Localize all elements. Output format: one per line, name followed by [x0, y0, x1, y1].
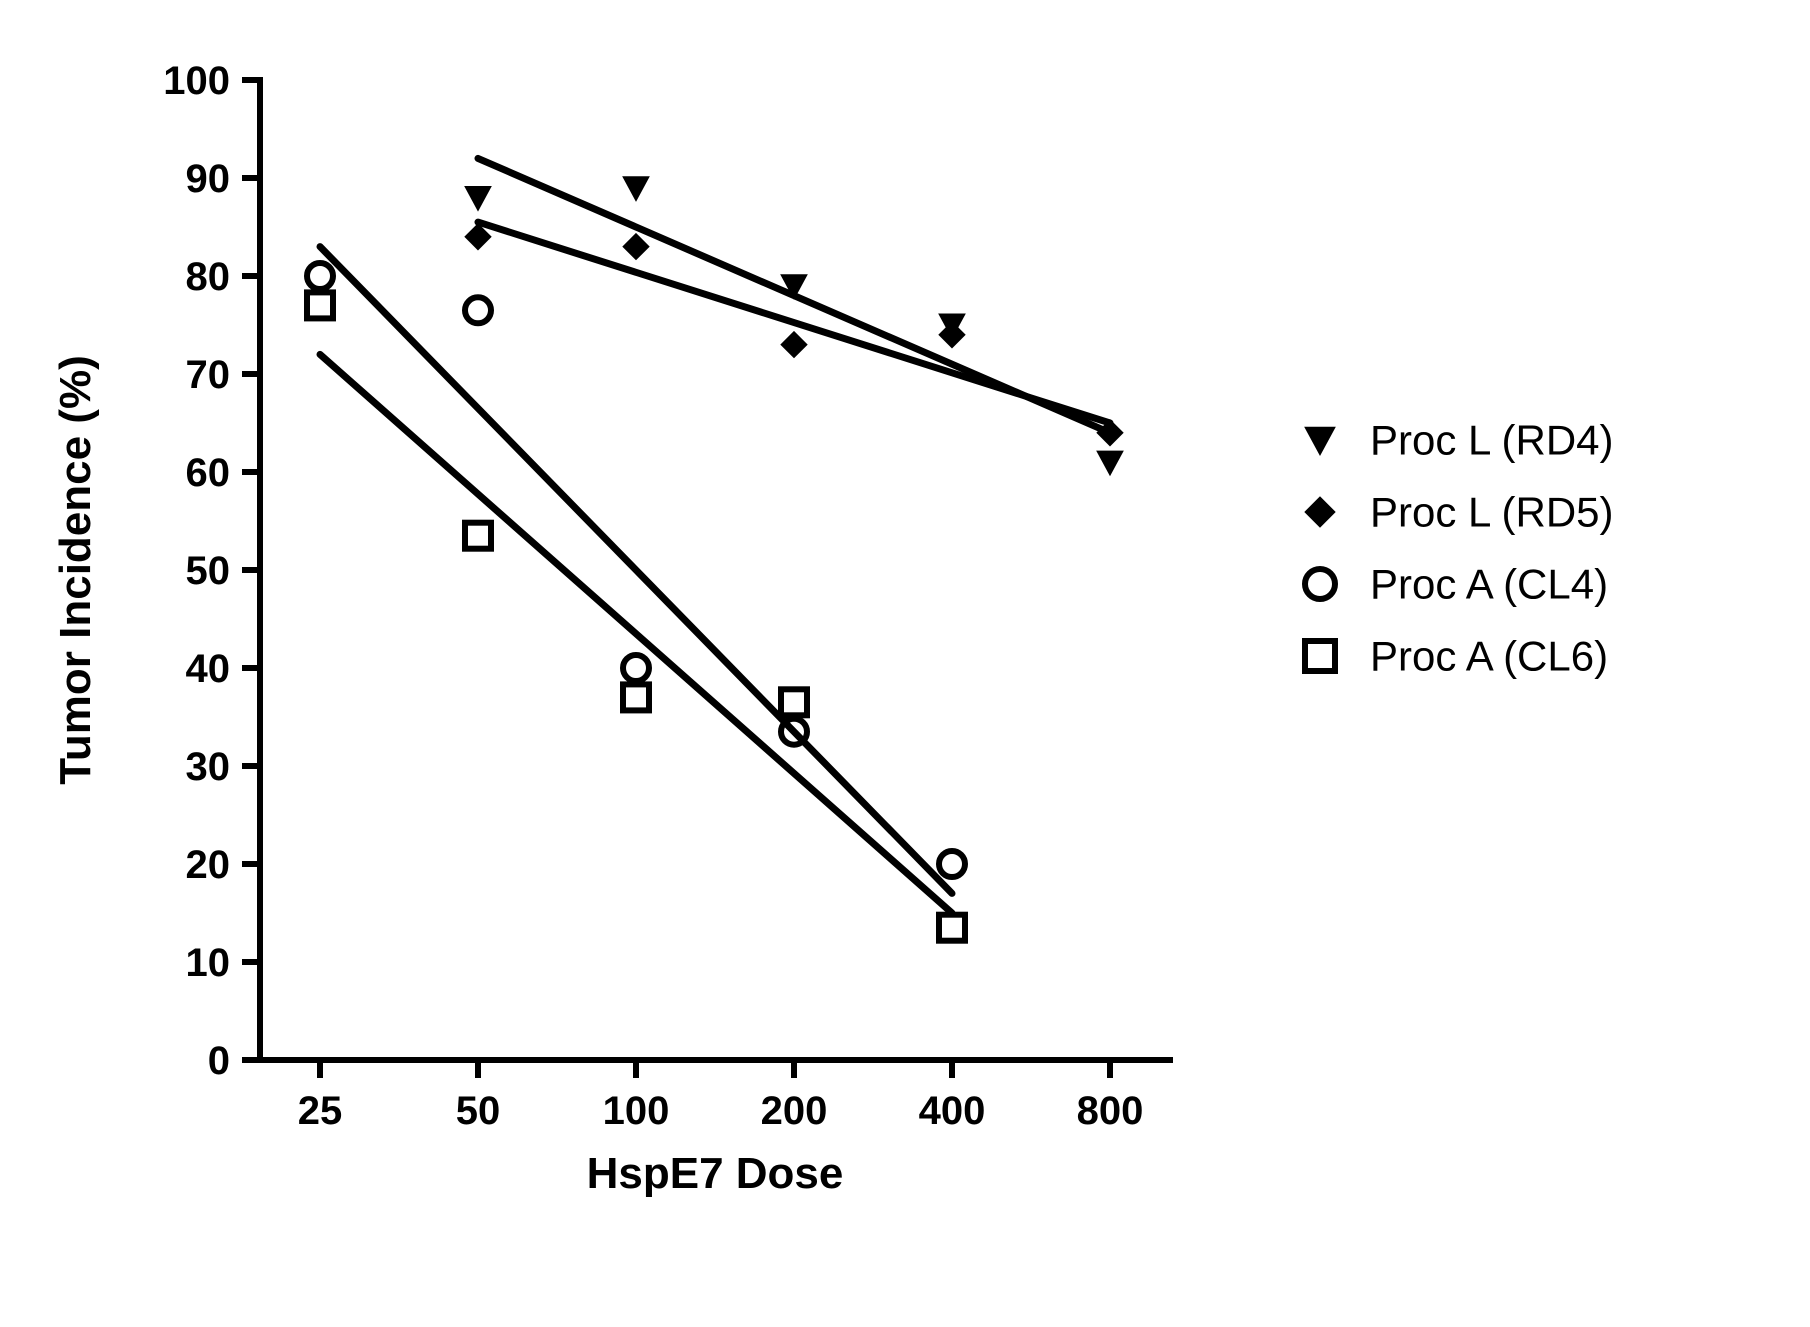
x-tick-label: 800 — [1077, 1089, 1144, 1133]
x-tick-label: 400 — [919, 1089, 986, 1133]
legend-label: Proc L (RD4) — [1370, 417, 1614, 464]
y-tick-label: 10 — [186, 941, 231, 985]
legend-label: Proc A (CL4) — [1370, 561, 1608, 608]
y-tick-label: 60 — [186, 451, 231, 495]
y-tick-label: 0 — [208, 1039, 230, 1083]
x-tick-label: 50 — [456, 1089, 501, 1133]
y-tick-label: 90 — [186, 157, 231, 201]
y-tick-label: 100 — [163, 59, 230, 103]
legend-label: Proc A (CL6) — [1370, 633, 1608, 680]
y-tick-label: 50 — [186, 549, 231, 593]
y-tick-label: 20 — [186, 843, 231, 887]
legend-label: Proc L (RD5) — [1370, 489, 1614, 536]
y-tick-label: 70 — [186, 353, 231, 397]
y-tick-label: 80 — [186, 255, 231, 299]
scatter-chart: 0 10 20 30 40 50 60 70 80 90 100 25 50 100 200 400 800 Tu… — [0, 0, 1810, 1327]
x-tick-label: 25 — [298, 1089, 343, 1133]
y-tick-label: 30 — [186, 745, 231, 789]
y-axis-label: Tumor Incidence (%) — [51, 355, 100, 784]
x-tick-label: 200 — [761, 1089, 828, 1133]
y-tick-label: 40 — [186, 647, 231, 691]
x-tick-label: 100 — [603, 1089, 670, 1133]
x-axis-label: HspE7 Dose — [587, 1149, 844, 1198]
chart-container: 0 10 20 30 40 50 60 70 80 90 100 25 50 100 200 400 800 Tu… — [0, 0, 1810, 1327]
